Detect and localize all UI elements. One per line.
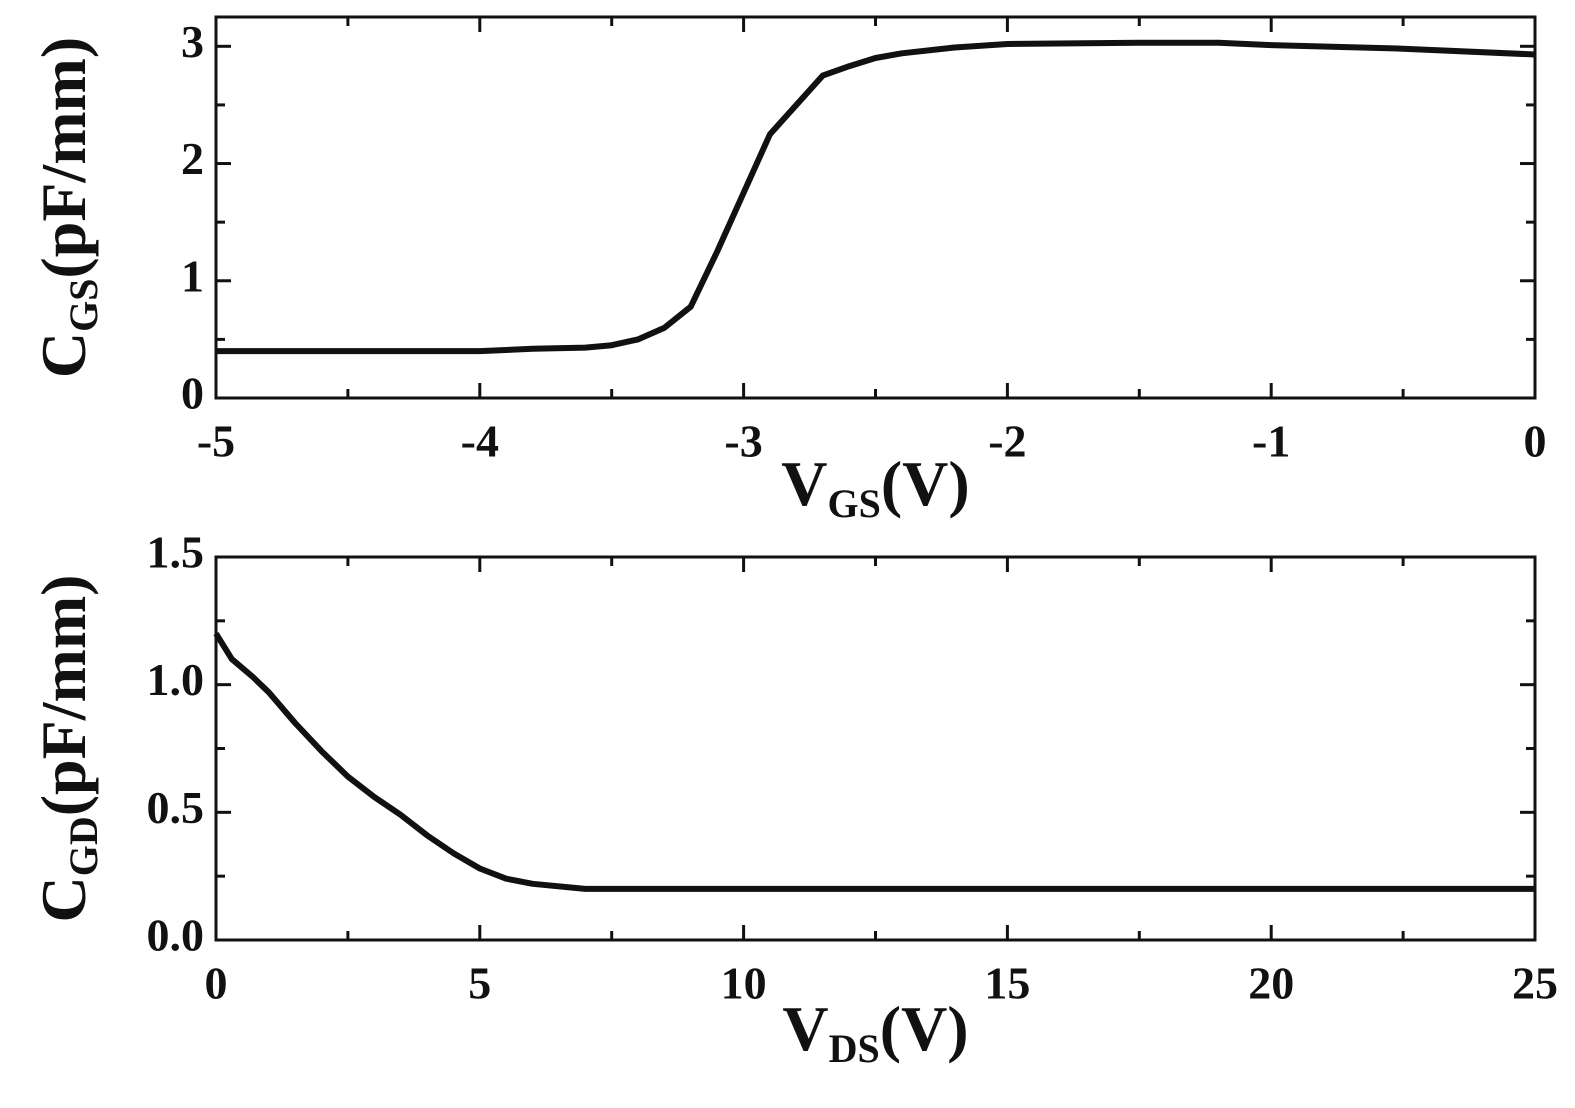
label-suffix: (V) <box>880 993 969 1064</box>
y-axis-label: CGD(pF/mm) <box>28 575 107 923</box>
x-tick-label: 5 <box>468 958 491 1009</box>
x-tick-label: -5 <box>197 416 235 467</box>
x-tick-label: 15 <box>984 958 1030 1009</box>
data-line <box>216 39 1536 355</box>
x-tick-label: 0 <box>205 958 228 1009</box>
label-main: C <box>28 876 99 922</box>
label-main: C <box>28 332 99 378</box>
x-tick-label: 10 <box>721 958 767 1009</box>
y-tick-label: 0 <box>181 368 204 419</box>
y-tick-label: 0.0 <box>147 910 205 961</box>
x-tick-label: 0 <box>1524 416 1547 467</box>
y-tick-label: 0.5 <box>147 782 205 833</box>
label-subscript: GS <box>828 481 881 526</box>
label-suffix: (pF/mm) <box>28 37 99 279</box>
x-tick-label: 20 <box>1248 958 1294 1009</box>
y-tick-label: 1 <box>181 250 204 301</box>
y-tick-label: 3 <box>181 16 204 67</box>
label-subscript: GD <box>61 816 106 876</box>
y-tick-label: 2 <box>181 133 204 184</box>
plot-frame <box>214 555 1537 942</box>
label-suffix: (V) <box>881 448 970 519</box>
label-subscript: GS <box>61 279 106 332</box>
y-tick-label: 1.0 <box>147 654 205 705</box>
x-tick-label: -1 <box>1252 416 1290 467</box>
data-line <box>213 632 1535 892</box>
x-tick-label: -2 <box>988 416 1026 467</box>
y-axis-label: CGS(pF/mm) <box>28 37 107 378</box>
y-tick-label: 1.5 <box>147 527 205 578</box>
plot-frame <box>214 15 1537 400</box>
label-main: V <box>781 448 827 519</box>
label-main: V <box>782 993 828 1064</box>
label-subscript: DS <box>829 1026 880 1071</box>
x-tick-label: -4 <box>461 416 499 467</box>
x-axis-label: VDS(V) <box>782 993 968 1072</box>
label-suffix: (pF/mm) <box>28 575 99 817</box>
x-tick-label: 25 <box>1512 958 1558 1009</box>
x-axis-label: VGS(V) <box>781 448 969 527</box>
x-tick-label: -3 <box>724 416 762 467</box>
